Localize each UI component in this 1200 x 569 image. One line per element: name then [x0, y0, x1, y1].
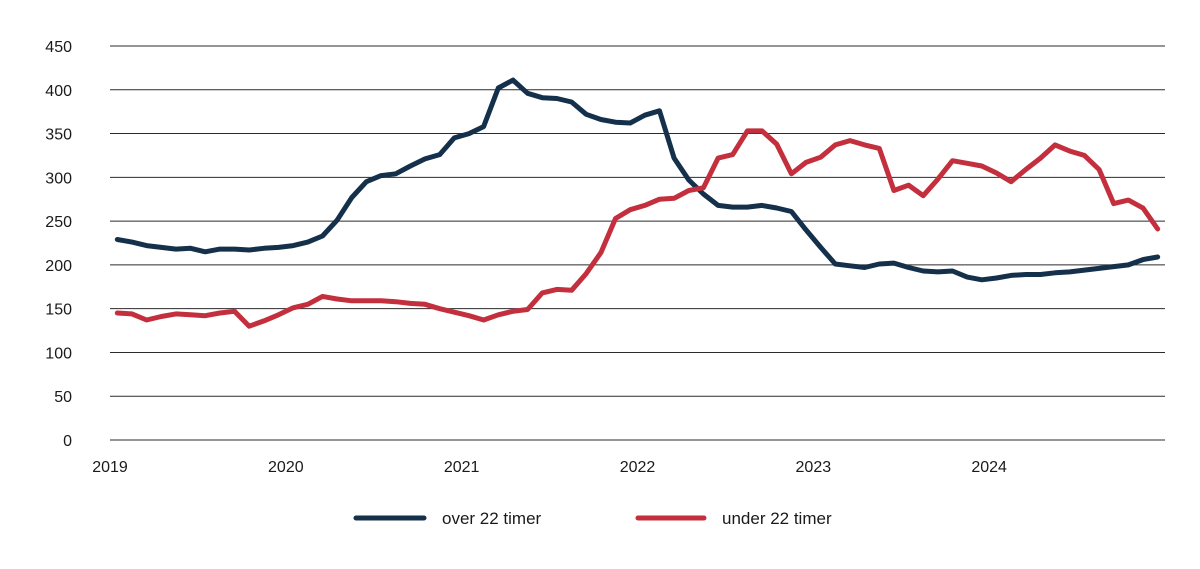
- series-line-under-22-timer: [114, 128, 1161, 329]
- y-tick-label: 300: [45, 170, 72, 187]
- y-tick-label: 150: [45, 302, 72, 319]
- series-lines: [114, 77, 1161, 329]
- y-tick-label: 50: [54, 389, 72, 406]
- x-tick-label: 2024: [971, 459, 1007, 476]
- gridlines: [110, 45, 1165, 441]
- y-tick-label: 200: [45, 258, 72, 275]
- x-tick-label: 2023: [796, 459, 832, 476]
- y-tick-label: 100: [45, 345, 72, 362]
- legend-label-under-22-timer: under 22 timer: [722, 509, 832, 528]
- x-tick-label: 2019: [92, 459, 128, 476]
- x-tick-label: 2021: [444, 459, 480, 476]
- legend-label-over-22-timer: over 22 timer: [442, 509, 542, 528]
- x-tick-label: 2020: [268, 459, 304, 476]
- legend: over 22 timer under 22 timer: [353, 509, 832, 528]
- y-tick-label: 0: [63, 433, 72, 450]
- y-tick-label: 250: [45, 214, 72, 231]
- y-tick-label: 350: [45, 127, 72, 144]
- x-tick-label: 2022: [620, 459, 656, 476]
- series-line-over-22-timer: [114, 77, 1161, 283]
- y-axis-tick-labels: 0 50 100 150 200 250 300 350 400 450: [45, 39, 72, 450]
- y-tick-label: 450: [45, 39, 72, 56]
- x-axis-tick-labels: 2019 2020 2021 2022 2023 2024: [92, 459, 1007, 476]
- y-tick-label: 400: [45, 83, 72, 100]
